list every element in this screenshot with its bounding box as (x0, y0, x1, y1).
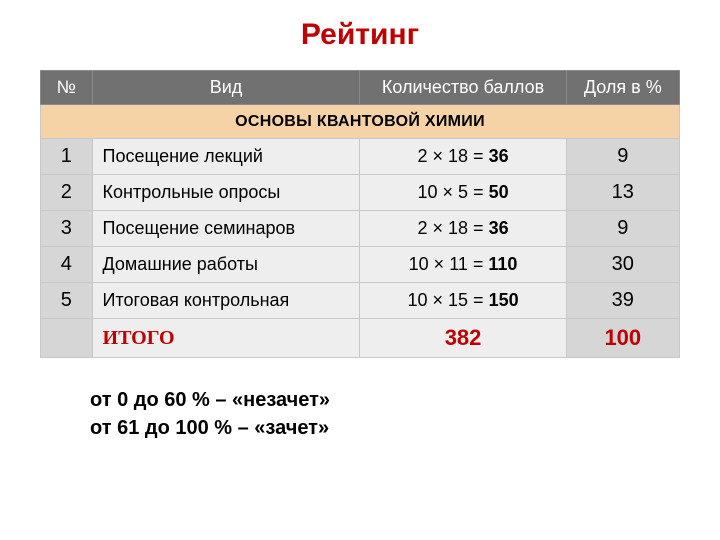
row-num: 4 (41, 247, 93, 283)
table-row: 4 Домашние работы 10 × 11 = 110 30 (41, 247, 680, 283)
header-row: № Вид Количество баллов Доля в % (41, 71, 680, 105)
total-points: 382 (360, 319, 566, 358)
col-header-points: Количество баллов (360, 71, 566, 105)
row-num: 1 (41, 139, 93, 175)
row-percent: 30 (566, 247, 679, 283)
table-row: 3 Посещение семинаров 2 × 18 = 36 9 (41, 211, 680, 247)
total-row: ИТОГО 382 100 (41, 319, 680, 358)
page-title: Рейтинг (40, 18, 680, 52)
row-points: 10 × 11 = 110 (360, 247, 566, 283)
row-points: 10 × 15 = 150 (360, 283, 566, 319)
total-num (41, 319, 93, 358)
col-header-percent: Доля в % (566, 71, 679, 105)
total-label: ИТОГО (92, 319, 360, 358)
table-row: 1 Посещение лекций 2 × 18 = 36 9 (41, 139, 680, 175)
table-row: 2 Контрольные опросы 10 × 5 = 50 13 (41, 175, 680, 211)
row-points: 2 × 18 = 36 (360, 211, 566, 247)
section-title: ОСНОВЫ КВАНТОВОЙ ХИМИИ (41, 105, 680, 139)
row-points: 2 × 18 = 36 (360, 139, 566, 175)
total-percent: 100 (566, 319, 679, 358)
row-points: 10 × 5 = 50 (360, 175, 566, 211)
row-percent: 13 (566, 175, 679, 211)
row-percent: 9 (566, 211, 679, 247)
row-num: 2 (41, 175, 93, 211)
legend-line-1: от 0 до 60 % – «незачет» (90, 386, 680, 414)
col-header-num: № (41, 71, 93, 105)
row-num: 5 (41, 283, 93, 319)
row-percent: 39 (566, 283, 679, 319)
row-type: Посещение семинаров (92, 211, 360, 247)
legend: от 0 до 60 % – «незачет» от 61 до 100 % … (90, 386, 680, 442)
row-type: Посещение лекций (92, 139, 360, 175)
rating-table: № Вид Количество баллов Доля в % ОСНОВЫ … (40, 70, 680, 358)
col-header-type: Вид (92, 71, 360, 105)
row-type: Контрольные опросы (92, 175, 360, 211)
row-percent: 9 (566, 139, 679, 175)
row-type: Домашние работы (92, 247, 360, 283)
row-type: Итоговая контрольная (92, 283, 360, 319)
row-num: 3 (41, 211, 93, 247)
section-row: ОСНОВЫ КВАНТОВОЙ ХИМИИ (41, 105, 680, 139)
legend-line-2: от 61 до 100 % – «зачет» (90, 414, 680, 442)
table-row: 5 Итоговая контрольная 10 × 15 = 150 39 (41, 283, 680, 319)
